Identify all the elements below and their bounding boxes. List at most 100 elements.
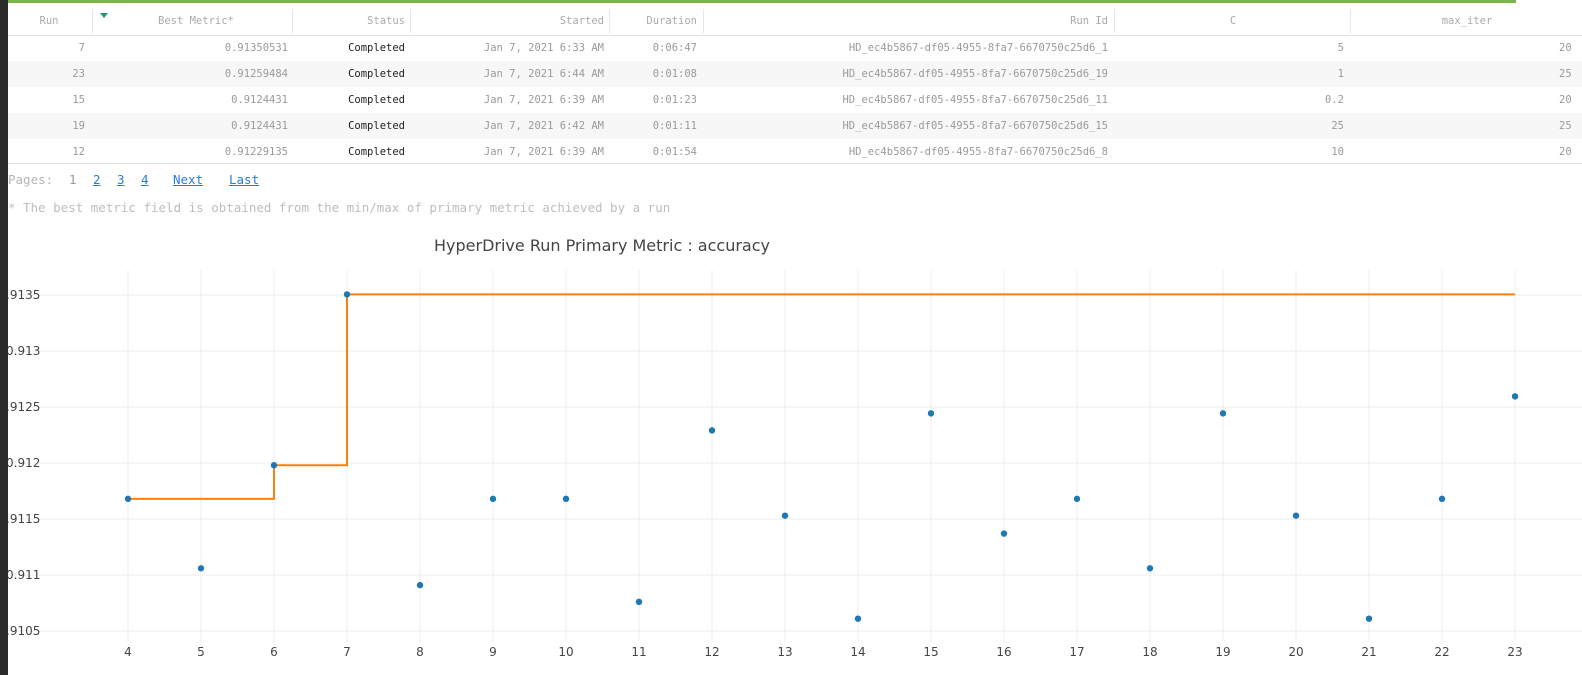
- x-tick-label: 16: [996, 645, 1011, 659]
- run-point[interactable]: [708, 427, 716, 434]
- run-point[interactable]: [854, 615, 862, 622]
- run-point[interactable]: [1146, 565, 1154, 572]
- x-tick-label: 18: [1142, 645, 1157, 659]
- run-id-cell[interactable]: HD_ec4b5867-df05-4955-8fa7-6670750c25d6_…: [842, 68, 1108, 80]
- column-header-status[interactable]: Status: [367, 15, 405, 27]
- column-header-started[interactable]: Started: [559, 15, 604, 27]
- run-id-cell[interactable]: HD_ec4b5867-df05-4955-8fa7-6670750c25d6_…: [848, 146, 1108, 158]
- started-cell: Jan 7, 2021 6:33 AM: [483, 42, 604, 54]
- table-row[interactable]: 23 0.91259484 Completed Jan 7, 2021 6:44…: [8, 61, 1582, 87]
- status-cell: Completed: [348, 146, 405, 158]
- y-tick-label: .9135: [8, 288, 40, 302]
- y-tick-label: .9115: [8, 512, 40, 526]
- run-point[interactable]: [1511, 393, 1519, 400]
- max-iter-cell: 25: [1559, 120, 1572, 132]
- accent-bar: [8, 0, 1516, 3]
- table-row[interactable]: 19 0.9124431 Completed Jan 7, 2021 6:42 …: [8, 113, 1582, 139]
- max-iter-cell: 20: [1559, 94, 1572, 106]
- x-tick-label: 11: [631, 645, 646, 659]
- x-tick-label: 20: [1288, 645, 1303, 659]
- last-page-link[interactable]: Last: [229, 172, 260, 187]
- best-metric-cell: 0.91350531: [224, 42, 288, 54]
- y-tick-label: .9105: [8, 624, 40, 638]
- table-header: Run Best Metric* Status Started Duration…: [8, 7, 1582, 36]
- run-cell: 7: [78, 42, 85, 54]
- x-tick-label: 12: [704, 645, 719, 659]
- x-tick-label: 14: [850, 645, 865, 659]
- column-header-best-metric[interactable]: Best Metric*: [158, 15, 234, 27]
- x-tick-label: 22: [1434, 645, 1449, 659]
- best-metric-cell: 0.91259484: [224, 68, 288, 80]
- x-axis-ticks: 4 5 6 7 8 9 10 11 12 13 14 15 16 17 18 19 20 21 22 23: [124, 645, 1522, 659]
- max-iter-cell: 20: [1559, 146, 1572, 158]
- c-cell: 0.2: [1325, 94, 1344, 106]
- status-cell: Completed: [348, 94, 405, 106]
- run-point[interactable]: [416, 581, 424, 589]
- status-cell: Completed: [348, 42, 405, 54]
- duration-cell: 0:06:47: [652, 42, 697, 54]
- max-iter-cell: 25: [1559, 68, 1572, 80]
- column-header-c[interactable]: C: [1229, 15, 1237, 27]
- run-point[interactable]: [270, 462, 278, 469]
- duration-cell: 0:01:23: [652, 94, 697, 106]
- x-tick-label: 17: [1069, 645, 1084, 659]
- x-tick-label: 21: [1361, 645, 1376, 659]
- duration-cell: 0:01:11: [652, 120, 697, 132]
- next-page-link[interactable]: Next: [173, 172, 204, 187]
- run-point[interactable]: [635, 598, 643, 606]
- run-cell: 12: [72, 146, 85, 158]
- column-header-run[interactable]: Run: [39, 15, 59, 27]
- chart-title: HyperDrive Run Primary Metric : accuracy: [434, 236, 770, 255]
- best-metric-line-layer: [128, 293, 1515, 500]
- run-point[interactable]: [1219, 410, 1227, 417]
- page-link-2[interactable]: 2: [93, 172, 101, 187]
- y-tick-label: .9125: [8, 400, 40, 414]
- run-point[interactable]: [489, 495, 497, 503]
- run-point[interactable]: [1365, 615, 1373, 622]
- run-point[interactable]: [562, 495, 570, 503]
- x-tick-label: 8: [416, 645, 424, 659]
- c-cell: 5: [1337, 42, 1344, 54]
- primary-metric-chart[interactable]: .9105 0.911 .9115 0.912 .9125 0.913 .9135 4 5 6 7…: [8, 270, 1582, 675]
- page-current: 1: [69, 172, 77, 187]
- hyperdrive-widget: Run Best Metric* Status Started Duration…: [8, 0, 1582, 675]
- run-points-layer: [124, 291, 1519, 622]
- best-metric-cell: 0.9124431: [231, 120, 288, 132]
- run-point[interactable]: [343, 291, 351, 298]
- table-row[interactable]: 15 0.9124431 Completed Jan 7, 2021 6:39 …: [8, 87, 1582, 113]
- run-point[interactable]: [124, 495, 132, 503]
- run-id-cell[interactable]: HD_ec4b5867-df05-4955-8fa7-6670750c25d6_…: [848, 42, 1108, 54]
- table-row[interactable]: 7 0.91350531 Completed Jan 7, 2021 6:33 …: [8, 35, 1582, 61]
- column-header-run-id[interactable]: Run Id: [1070, 15, 1108, 27]
- run-cell: 15: [72, 94, 85, 106]
- started-cell: Jan 7, 2021 6:39 AM: [483, 94, 604, 106]
- run-point[interactable]: [197, 565, 205, 572]
- started-cell: Jan 7, 2021 6:42 AM: [483, 120, 604, 132]
- x-tick-label: 5: [197, 645, 205, 659]
- table-row[interactable]: 12 0.91229135 Completed Jan 7, 2021 6:39…: [8, 139, 1582, 165]
- x-tick-label: 9: [489, 645, 497, 659]
- column-header-duration[interactable]: Duration: [646, 15, 697, 27]
- c-cell: 10: [1331, 146, 1344, 158]
- run-cell: 23: [72, 68, 85, 80]
- run-point[interactable]: [1438, 495, 1446, 503]
- started-cell: Jan 7, 2021 6:39 AM: [483, 146, 604, 158]
- sort-descending-icon[interactable]: [100, 13, 108, 18]
- run-point[interactable]: [1000, 530, 1008, 537]
- page-link-3[interactable]: 3: [117, 172, 125, 187]
- run-id-cell[interactable]: HD_ec4b5867-df05-4955-8fa7-6670750c25d6_…: [842, 94, 1108, 106]
- run-point[interactable]: [927, 410, 935, 417]
- run-id-cell[interactable]: HD_ec4b5867-df05-4955-8fa7-6670750c25d6_…: [842, 120, 1108, 132]
- duration-cell: 0:01:08: [652, 68, 697, 80]
- table-divider: [8, 163, 1582, 164]
- run-point[interactable]: [781, 512, 789, 519]
- y-tick-label: 0.913: [8, 344, 40, 358]
- run-point[interactable]: [1073, 495, 1081, 503]
- page-link-4[interactable]: 4: [141, 172, 149, 187]
- best-metric-footnote: * The best metric field is obtained from…: [8, 200, 671, 215]
- column-header-max-iter[interactable]: max_iter: [1441, 15, 1493, 27]
- c-cell: 25: [1331, 120, 1344, 132]
- x-tick-label: 10: [558, 645, 573, 659]
- status-cell: Completed: [348, 120, 405, 132]
- run-point[interactable]: [1292, 512, 1300, 519]
